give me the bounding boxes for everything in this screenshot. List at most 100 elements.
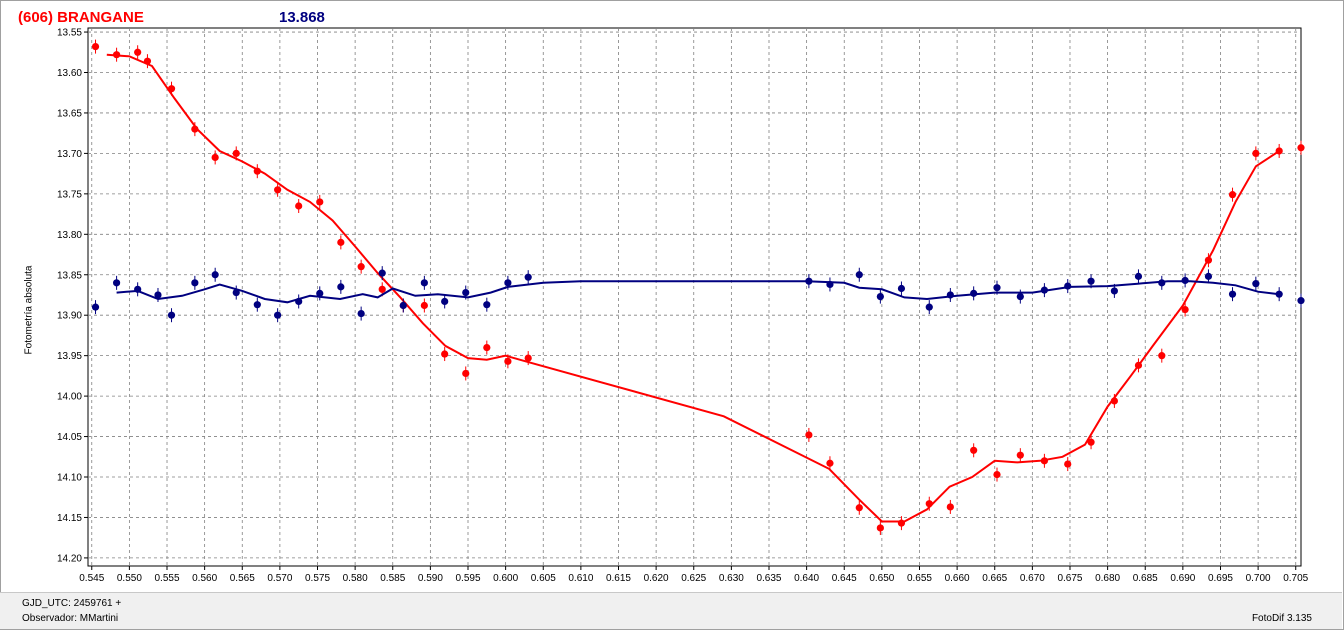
x-tick-label: 0.575 xyxy=(305,573,330,584)
software-version-label: FotoDif 3.135 xyxy=(1251,613,1312,624)
observer-label: Observador: MMartini xyxy=(22,613,119,624)
target-data-point xyxy=(483,343,491,352)
comparison-data-point xyxy=(897,284,906,293)
x-tick-label: 0.545 xyxy=(79,573,104,584)
target-data-point xyxy=(993,470,1001,479)
target-data-point xyxy=(1228,191,1237,199)
x-tick-label: 0.615 xyxy=(606,573,631,584)
x-tick-label: 0.610 xyxy=(568,573,593,584)
comparison-data-point xyxy=(316,289,324,297)
x-tick-label: 0.700 xyxy=(1246,573,1271,584)
x-tick-label: 0.620 xyxy=(644,573,669,584)
target-data-point xyxy=(1181,305,1189,314)
target-data-point xyxy=(167,85,176,93)
x-tick-label: 0.560 xyxy=(192,573,217,584)
comparison-data-point xyxy=(1228,290,1237,298)
target-data-point xyxy=(420,301,428,310)
comparison-fit-curve xyxy=(116,280,1280,304)
comparison-data-point xyxy=(1204,272,1213,280)
x-tick-label: 0.645 xyxy=(832,573,857,584)
y-tick-label: 13.55 xyxy=(57,28,82,39)
target-data-point xyxy=(524,354,532,362)
y-tick-label: 14.15 xyxy=(57,513,82,524)
comparison-data-point xyxy=(1087,277,1095,285)
target-data-point xyxy=(112,51,121,59)
comparison-data-point xyxy=(1275,290,1283,298)
y-tick-label: 13.95 xyxy=(57,351,82,362)
comparison-data-point xyxy=(1110,287,1118,295)
comparison-data-point xyxy=(167,311,176,319)
x-tick-label: 0.670 xyxy=(1020,573,1045,584)
x-tick-label: 0.595 xyxy=(455,573,480,584)
comparison-data-point xyxy=(1134,272,1143,280)
target-data-point xyxy=(897,519,906,527)
target-data-point xyxy=(378,285,386,293)
y-tick-label: 14.10 xyxy=(57,473,82,484)
y-tick-label: 13.90 xyxy=(57,311,82,322)
target-data-point xyxy=(1297,144,1305,152)
y-tick-label: 13.75 xyxy=(57,189,82,200)
target-data-point xyxy=(1275,147,1283,155)
target-data-point xyxy=(1040,457,1049,465)
target-data-point xyxy=(91,43,100,51)
comparison-data-point xyxy=(462,288,470,297)
x-tick-label: 0.705 xyxy=(1283,573,1308,584)
y-tick-label: 13.80 xyxy=(57,230,82,241)
comparison-data-point xyxy=(1297,297,1305,305)
plot-area xyxy=(87,27,1302,567)
y-tick-label: 13.70 xyxy=(57,149,82,160)
x-tick-label: 0.635 xyxy=(756,573,781,584)
x-tick-label: 0.555 xyxy=(154,573,179,584)
x-tick-label: 0.580 xyxy=(343,573,368,584)
comparison-data-point xyxy=(337,283,345,291)
target-data-point xyxy=(211,153,219,162)
comparison-data-point xyxy=(378,269,386,277)
comparison-data-point xyxy=(112,279,121,287)
target-data-point xyxy=(462,369,470,378)
comparison-data-point xyxy=(191,279,199,287)
x-tick-label: 0.570 xyxy=(267,573,292,584)
target-data-point xyxy=(1134,361,1143,369)
target-data-point xyxy=(316,198,324,206)
x-tick-label: 0.655 xyxy=(907,573,932,584)
x-tick-label: 0.695 xyxy=(1208,573,1233,584)
target-data-point xyxy=(357,263,365,271)
x-tick-label: 0.605 xyxy=(531,573,556,584)
comparison-data-point xyxy=(993,284,1001,292)
comparison-data-point xyxy=(876,292,884,301)
target-data-point xyxy=(295,202,303,210)
x-tick-label: 0.600 xyxy=(493,573,518,584)
x-tick-label: 0.690 xyxy=(1170,573,1195,584)
x-tick-label: 0.685 xyxy=(1133,573,1158,584)
comparison-data-point xyxy=(1181,276,1189,285)
target-data-point xyxy=(1064,460,1072,468)
light-curve-chart: 0.545 0.550 0.555 0.560 0.565 0.570 0.575 0.580… xyxy=(57,27,1309,584)
object-name-title: (606) BRANGANE xyxy=(18,9,144,26)
target-data-point xyxy=(441,350,449,358)
target-data-point xyxy=(826,459,834,467)
comparison-data-point xyxy=(441,297,449,306)
comparison-data-point xyxy=(253,301,261,309)
target-data-point xyxy=(925,500,933,508)
x-tick-label: 0.590 xyxy=(418,573,443,584)
x-tick-label: 0.660 xyxy=(945,573,970,584)
x-tick-label: 0.675 xyxy=(1057,573,1082,584)
comparison-data-point xyxy=(946,291,954,299)
comparison-data-point xyxy=(524,273,532,281)
target-data-point xyxy=(1087,438,1095,446)
x-tick-label: 0.625 xyxy=(681,573,706,584)
comparison-data-point xyxy=(274,311,282,319)
x-tick-label: 0.630 xyxy=(719,573,744,584)
comparison-data-point xyxy=(211,271,219,279)
target-data-point xyxy=(504,357,512,365)
gjd-utc-label: GJD_UTC: 2459761 + xyxy=(22,598,122,609)
x-tick-label: 0.640 xyxy=(794,573,819,584)
y-tick-label: 13.65 xyxy=(57,108,82,119)
target-data-point xyxy=(1204,256,1213,264)
y-tick-label: 14.20 xyxy=(57,553,82,564)
target-data-point xyxy=(970,446,978,454)
comparison-data-point xyxy=(805,277,813,285)
target-data-point xyxy=(253,167,261,175)
target-data-point xyxy=(191,125,199,133)
target-data-point xyxy=(232,149,240,157)
